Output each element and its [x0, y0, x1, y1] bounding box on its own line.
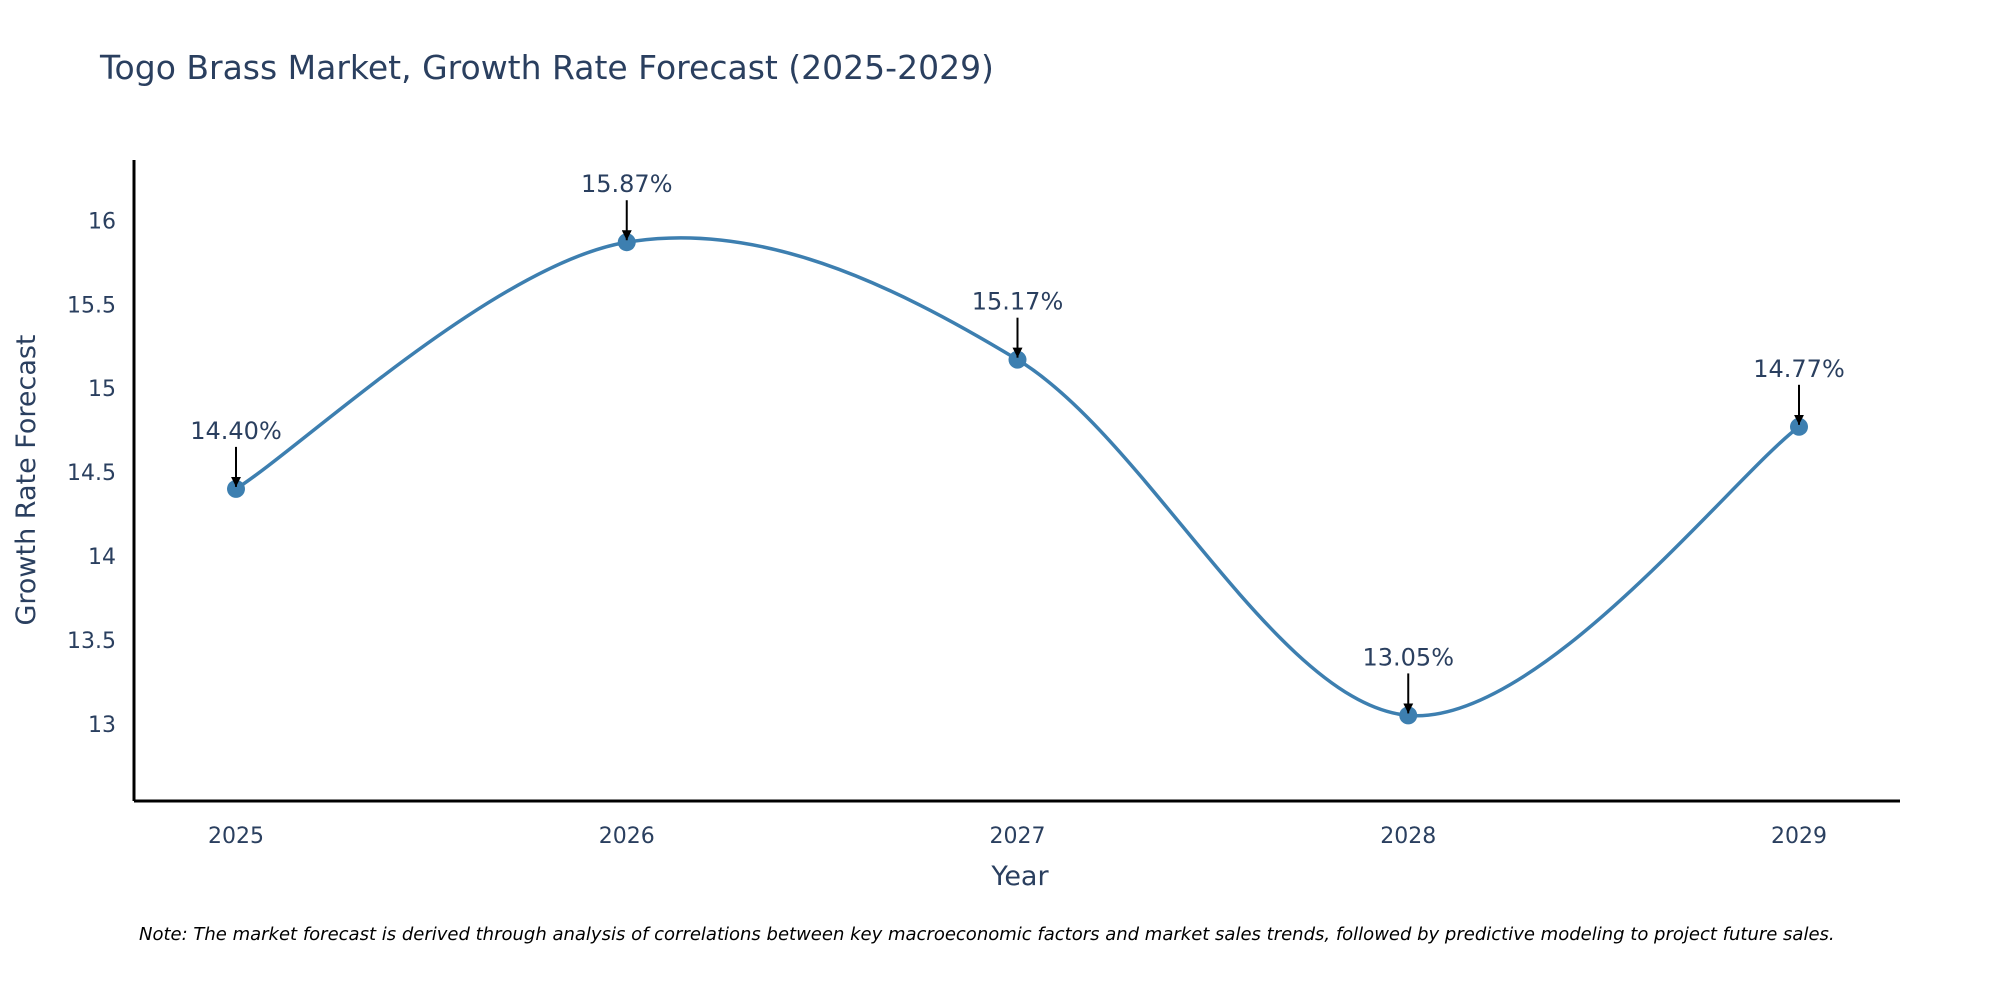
chart-title: Togo Brass Market, Growth Rate Forecast … — [99, 48, 994, 87]
y-tick-label: 13 — [88, 713, 116, 738]
x-tick-label: 2025 — [208, 824, 264, 849]
x-tick-label: 2027 — [990, 824, 1046, 849]
data-label: 14.40% — [190, 417, 282, 445]
data-label: 14.77% — [1753, 355, 1845, 383]
y-tick-label: 16 — [88, 209, 116, 234]
y-axis-title: Growth Rate Forecast — [11, 334, 42, 625]
x-tick-label: 2029 — [1771, 824, 1827, 849]
x-tick-label: 2026 — [599, 824, 655, 849]
y-tick-label: 13.5 — [67, 629, 116, 654]
data-label: 13.05% — [1362, 643, 1454, 671]
y-tick-label: 14 — [88, 545, 116, 570]
y-tick-label: 15.5 — [67, 293, 116, 318]
data-label: 15.87% — [581, 170, 673, 198]
y-tick-label: 14.5 — [67, 461, 116, 486]
series-line — [235, 236, 1801, 718]
plot-area: 13 13.5 14 14.5 15 15.5 16 2025 2026 2027 2028 2029… — [67, 160, 1900, 849]
x-tick-label: 2028 — [1380, 824, 1436, 849]
footnote: Note: The market forecast is derived thr… — [139, 924, 1835, 945]
x-axis-title: Year — [990, 861, 1049, 892]
data-label: 15.17% — [972, 288, 1064, 316]
y-tick-label: 15 — [88, 377, 116, 402]
